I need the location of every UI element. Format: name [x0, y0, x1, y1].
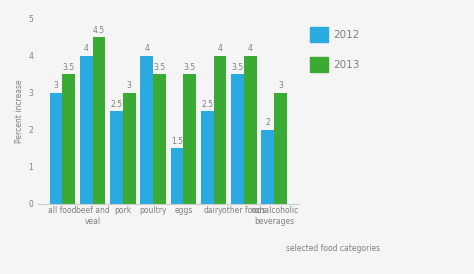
- Bar: [201, 111, 214, 204]
- Text: 3: 3: [54, 81, 59, 90]
- Text: 1.5: 1.5: [171, 137, 183, 146]
- Bar: [244, 56, 256, 204]
- Bar: [183, 74, 196, 204]
- Bar: [63, 74, 75, 204]
- Bar: [50, 93, 63, 204]
- Text: 3: 3: [127, 81, 132, 90]
- Y-axis label: Percent increase: Percent increase: [15, 79, 24, 143]
- Bar: [153, 74, 166, 204]
- Text: 3.5: 3.5: [231, 63, 244, 72]
- Bar: [93, 37, 105, 204]
- Text: 4: 4: [84, 44, 89, 53]
- Bar: [262, 130, 274, 204]
- Text: 3: 3: [278, 81, 283, 90]
- Bar: [171, 148, 183, 204]
- Bar: [214, 56, 227, 204]
- Bar: [123, 93, 136, 204]
- Bar: [274, 93, 287, 204]
- Text: 4: 4: [218, 44, 222, 53]
- Text: 2.5: 2.5: [110, 100, 123, 109]
- Bar: [231, 74, 244, 204]
- Text: 4: 4: [145, 44, 149, 53]
- Text: 2: 2: [265, 118, 270, 127]
- Text: 4.5: 4.5: [93, 26, 105, 35]
- Text: 3.5: 3.5: [63, 63, 75, 72]
- Text: 3.5: 3.5: [154, 63, 165, 72]
- Text: 3.5: 3.5: [184, 63, 196, 72]
- Text: 2.5: 2.5: [201, 100, 213, 109]
- Bar: [140, 56, 153, 204]
- Bar: [110, 111, 123, 204]
- Text: 4: 4: [248, 44, 253, 53]
- X-axis label: selected food categories: selected food categories: [285, 244, 380, 253]
- Bar: [80, 56, 93, 204]
- Legend: 2012, 2013: 2012, 2013: [307, 24, 363, 75]
